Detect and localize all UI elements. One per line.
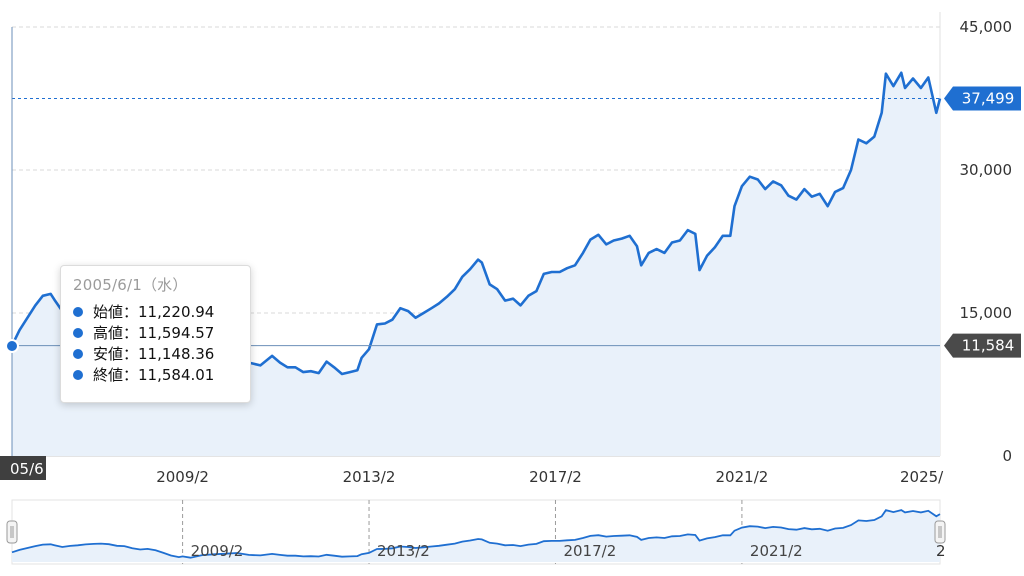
x-start-tag-background bbox=[0, 456, 46, 480]
tooltip-low: 安値：11,148.36 bbox=[93, 345, 215, 363]
navigator-tick-label-0: 2009/2 bbox=[191, 542, 244, 560]
y-tick-label-1: 30,000 bbox=[960, 161, 1013, 179]
tooltip-row-low: 安値：11,148.36 bbox=[73, 343, 240, 364]
navigator-line bbox=[11, 509, 941, 559]
navigator-end-label: 2 bbox=[936, 542, 946, 560]
tooltip-row-open: 始値：11,220.94 bbox=[73, 301, 240, 322]
last-price-tag: 37,499 bbox=[944, 86, 1021, 111]
bullet-dot-icon bbox=[73, 348, 83, 359]
y-tick-label-0: 45,000 bbox=[960, 18, 1013, 36]
navigator-right-handle[interactable] bbox=[934, 520, 946, 544]
bullet-dot-icon bbox=[73, 306, 83, 317]
tooltip-high: 高値：11,594.57 bbox=[93, 324, 215, 342]
cursor-price-tag: 11,584 bbox=[944, 333, 1021, 358]
x-axis: 2009/2 2013/2 2017/2 2021/2 bbox=[156, 468, 768, 486]
navigator-tick-label-1: 2013/2 bbox=[377, 542, 430, 560]
x-tick-label-2: 2017/2 bbox=[529, 468, 582, 486]
tooltip-close: 終値：11,584.01 bbox=[93, 366, 215, 384]
x-end-label: 2025/ bbox=[900, 468, 944, 486]
navigator-left-handle[interactable] bbox=[6, 520, 18, 544]
x-start-label: 05/6 bbox=[10, 460, 44, 478]
y-tick-label-2: 15,000 bbox=[960, 304, 1013, 322]
last-price-tag-background bbox=[944, 86, 1021, 111]
tooltip-row-high: 高値：11,594.57 bbox=[73, 322, 240, 343]
x-start-tag: 05/6 bbox=[0, 456, 46, 480]
navigator[interactable]: 2009/2 2013/2 2017/2 2021/2 2 bbox=[6, 499, 946, 565]
tooltip-date: 2005/6/1（水） bbox=[73, 276, 188, 294]
y-axis: 45,000 30,000 15,000 0 bbox=[960, 18, 1013, 465]
x-tick-label-0: 2009/2 bbox=[156, 468, 209, 486]
tooltip-open: 始値：11,220.94 bbox=[93, 303, 215, 321]
y-tick-label-3: 0 bbox=[1002, 447, 1012, 465]
x-tick-label-3: 2021/2 bbox=[716, 468, 769, 486]
navigator-tick-label-3: 2021/2 bbox=[750, 542, 803, 560]
cursor-point-marker bbox=[5, 339, 19, 353]
bullet-dot-icon bbox=[73, 327, 83, 338]
tooltip-row-close: 終値：11,584.01 bbox=[73, 364, 240, 385]
last-price-tag-label: 37,499 bbox=[962, 90, 1015, 108]
cursor-price-tag-label: 11,584 bbox=[962, 337, 1015, 355]
x-tick-label-1: 2013/2 bbox=[343, 468, 396, 486]
navigator-labels: 2009/2 2013/2 2017/2 2021/2 bbox=[191, 542, 803, 560]
bullet-dot-icon bbox=[73, 369, 83, 380]
navigator-area bbox=[12, 510, 940, 562]
navigator-tick-label-2: 2017/2 bbox=[563, 542, 616, 560]
cursor-price-tag-background bbox=[944, 333, 1021, 358]
price-tooltip: 2005/6/1（水） 始値：11,220.94 高値：11,594.57 安値… bbox=[60, 265, 251, 403]
